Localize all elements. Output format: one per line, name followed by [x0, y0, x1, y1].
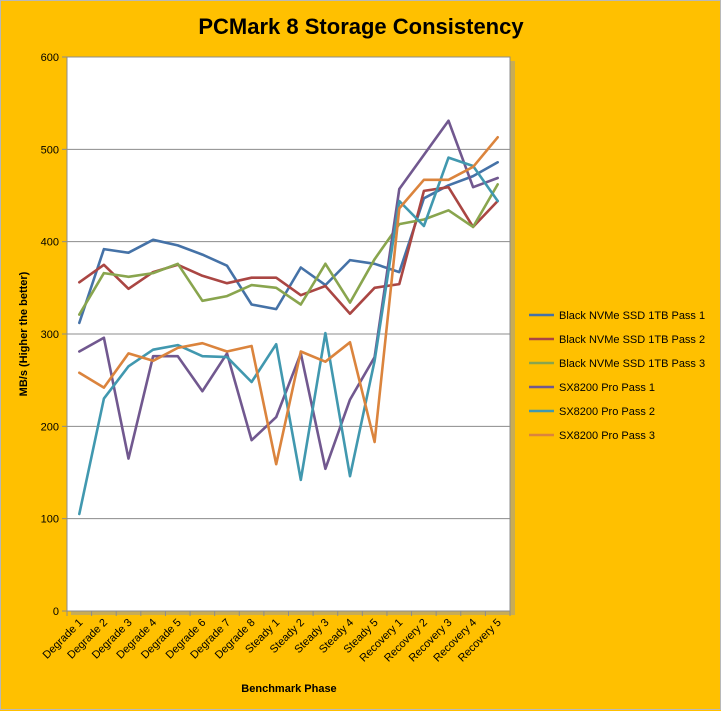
- series-line-4: [78, 119, 500, 471]
- chart-title: PCMark 8 Storage Consistency: [198, 14, 524, 39]
- legend-label-6: SX8200 Pro Pass 3: [559, 430, 655, 442]
- y-tick-label: 0: [53, 606, 59, 618]
- series-lines: [78, 119, 500, 516]
- y-tick-label: 300: [41, 329, 59, 341]
- y-tick-label: 200: [41, 421, 59, 433]
- y-tick-label: 600: [41, 52, 59, 64]
- legend-label-1: Black NVMe SSD 1TB Pass 1: [559, 310, 705, 322]
- legend-label-5: SX8200 Pro Pass 2: [559, 406, 655, 418]
- legend-label-2: Black NVMe SSD 1TB Pass 2: [559, 334, 705, 346]
- legend-label-4: SX8200 Pro Pass 1: [559, 382, 655, 394]
- gridlines: [67, 148, 510, 520]
- series-line-6: [78, 136, 500, 466]
- x-axis-label: Benchmark Phase: [241, 683, 336, 695]
- legend-label-3: Black NVMe SSD 1TB Pass 3: [559, 358, 705, 370]
- y-tick-label: 100: [41, 514, 59, 526]
- series-line-1: [78, 161, 500, 325]
- y-axis-ticks: 0 100 200 300 400 500 600: [41, 52, 67, 618]
- legend: Black NVMe SSD 1TB Pass 1 Black NVMe SSD …: [529, 310, 705, 442]
- y-tick-label: 400: [41, 237, 59, 249]
- y-axis-label: MB/s (Higher the better): [18, 271, 30, 396]
- y-tick-label: 500: [41, 144, 59, 156]
